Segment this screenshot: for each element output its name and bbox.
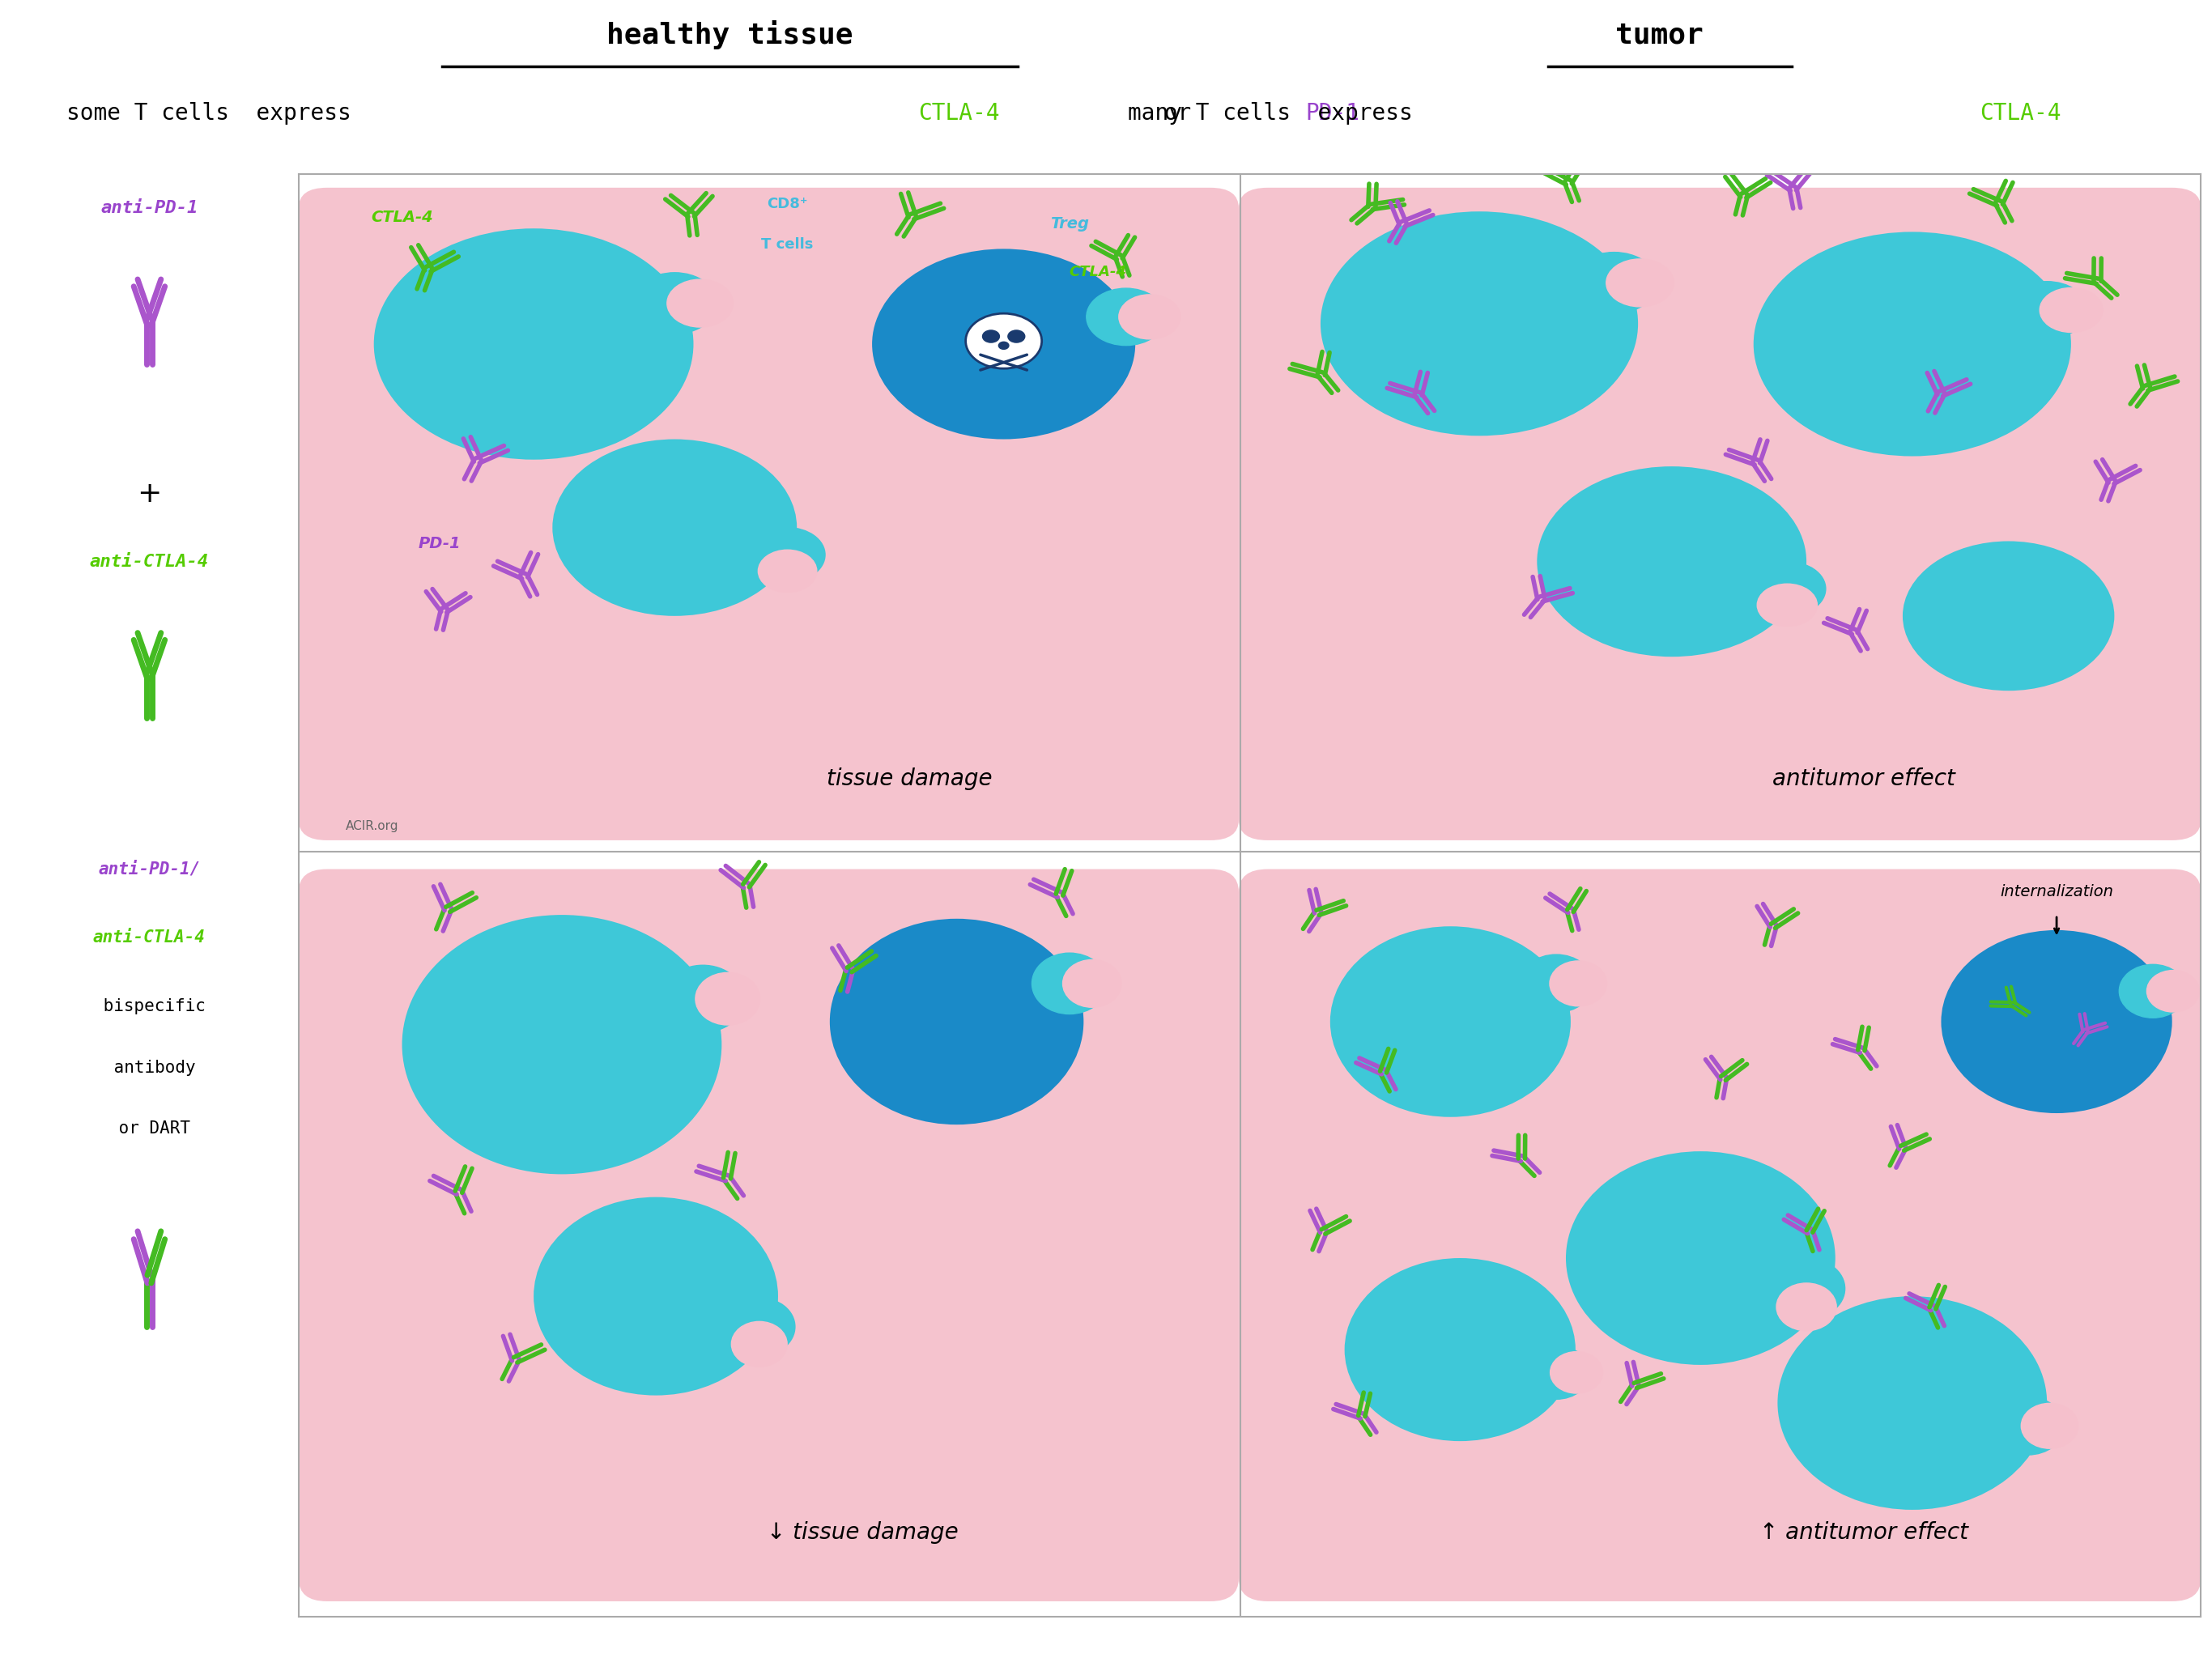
Text: CD8⁺: CD8⁺ bbox=[768, 197, 807, 211]
Circle shape bbox=[374, 229, 695, 459]
Circle shape bbox=[967, 313, 1042, 368]
Circle shape bbox=[872, 249, 1135, 439]
Circle shape bbox=[695, 973, 761, 1025]
Text: healthy tissue: healthy tissue bbox=[606, 20, 854, 50]
Circle shape bbox=[1942, 930, 2172, 1113]
Text: anti-CTLA-4: anti-CTLA-4 bbox=[93, 930, 206, 945]
Circle shape bbox=[998, 342, 1009, 350]
Circle shape bbox=[1520, 955, 1593, 1013]
Circle shape bbox=[982, 330, 1000, 343]
Text: anti-CTLA-4: anti-CTLA-4 bbox=[91, 554, 208, 570]
Circle shape bbox=[633, 272, 717, 333]
Circle shape bbox=[1571, 252, 1657, 313]
Circle shape bbox=[1776, 1283, 1836, 1331]
Text: Treg: Treg bbox=[1051, 216, 1088, 232]
Circle shape bbox=[1086, 288, 1166, 345]
Circle shape bbox=[1566, 1151, 1836, 1365]
Circle shape bbox=[1345, 1258, 1575, 1441]
Circle shape bbox=[1902, 541, 2115, 691]
Circle shape bbox=[1756, 584, 1818, 627]
Text: or DART: or DART bbox=[108, 1121, 190, 1136]
Circle shape bbox=[1991, 1398, 2064, 1454]
Text: tissue damage: tissue damage bbox=[827, 768, 993, 791]
Circle shape bbox=[830, 919, 1084, 1124]
Circle shape bbox=[759, 550, 816, 592]
Text: CTLA-4: CTLA-4 bbox=[372, 209, 434, 225]
Circle shape bbox=[1119, 295, 1181, 340]
Circle shape bbox=[1537, 466, 1807, 657]
Circle shape bbox=[1062, 960, 1121, 1008]
Circle shape bbox=[1767, 1258, 1845, 1320]
Circle shape bbox=[2039, 288, 2104, 332]
Circle shape bbox=[661, 965, 743, 1033]
Circle shape bbox=[732, 1321, 787, 1366]
Text: PD-1: PD-1 bbox=[1305, 101, 1360, 124]
Text: +: + bbox=[137, 479, 161, 507]
Circle shape bbox=[1031, 953, 1108, 1015]
Circle shape bbox=[2006, 282, 2088, 338]
Circle shape bbox=[1551, 1351, 1604, 1393]
Text: ↑ antitumor effect: ↑ antitumor effect bbox=[1761, 1522, 1969, 1544]
Text: CTLA-4: CTLA-4 bbox=[1068, 265, 1126, 279]
FancyBboxPatch shape bbox=[299, 187, 1239, 841]
Circle shape bbox=[668, 280, 732, 327]
Circle shape bbox=[2119, 965, 2185, 1018]
Text: ACIR.org: ACIR.org bbox=[345, 821, 398, 832]
FancyBboxPatch shape bbox=[1239, 187, 2201, 841]
Circle shape bbox=[750, 527, 825, 582]
Circle shape bbox=[2022, 1403, 2079, 1449]
Circle shape bbox=[1551, 962, 1606, 1006]
Text: many T cells  express: many T cells express bbox=[1128, 101, 1427, 124]
Circle shape bbox=[403, 915, 721, 1174]
Circle shape bbox=[1321, 212, 1639, 436]
Circle shape bbox=[553, 439, 796, 617]
Text: anti-PD-1/: anti-PD-1/ bbox=[97, 861, 201, 877]
Text: ↓ tissue damage: ↓ tissue damage bbox=[768, 1522, 958, 1544]
FancyBboxPatch shape bbox=[299, 869, 1239, 1602]
Circle shape bbox=[533, 1197, 779, 1396]
Circle shape bbox=[723, 1298, 794, 1356]
Circle shape bbox=[1606, 259, 1674, 307]
Text: antibody: antibody bbox=[104, 1059, 195, 1076]
Text: antitumor effect: antitumor effect bbox=[1772, 768, 1955, 791]
Circle shape bbox=[1750, 562, 1825, 615]
Text: T cells: T cells bbox=[761, 237, 814, 252]
Text: anti-PD-1: anti-PD-1 bbox=[100, 201, 199, 216]
FancyBboxPatch shape bbox=[1239, 869, 2201, 1602]
Text: PD-1: PD-1 bbox=[418, 536, 460, 550]
Circle shape bbox=[1522, 1346, 1590, 1399]
Circle shape bbox=[1009, 330, 1024, 343]
Text: bispecific: bispecific bbox=[93, 998, 206, 1015]
Text: CTLA-4: CTLA-4 bbox=[1980, 101, 2062, 124]
Text: some T cells  express: some T cells express bbox=[66, 101, 365, 124]
Text: internalization: internalization bbox=[2000, 884, 2112, 900]
Circle shape bbox=[1778, 1297, 2046, 1510]
Text: tumor: tumor bbox=[1615, 22, 1703, 48]
Circle shape bbox=[1754, 232, 2070, 456]
Circle shape bbox=[1329, 927, 1571, 1117]
Circle shape bbox=[2148, 970, 2199, 1011]
Text: or: or bbox=[1150, 101, 1206, 124]
Text: CTLA-4: CTLA-4 bbox=[918, 101, 1000, 124]
